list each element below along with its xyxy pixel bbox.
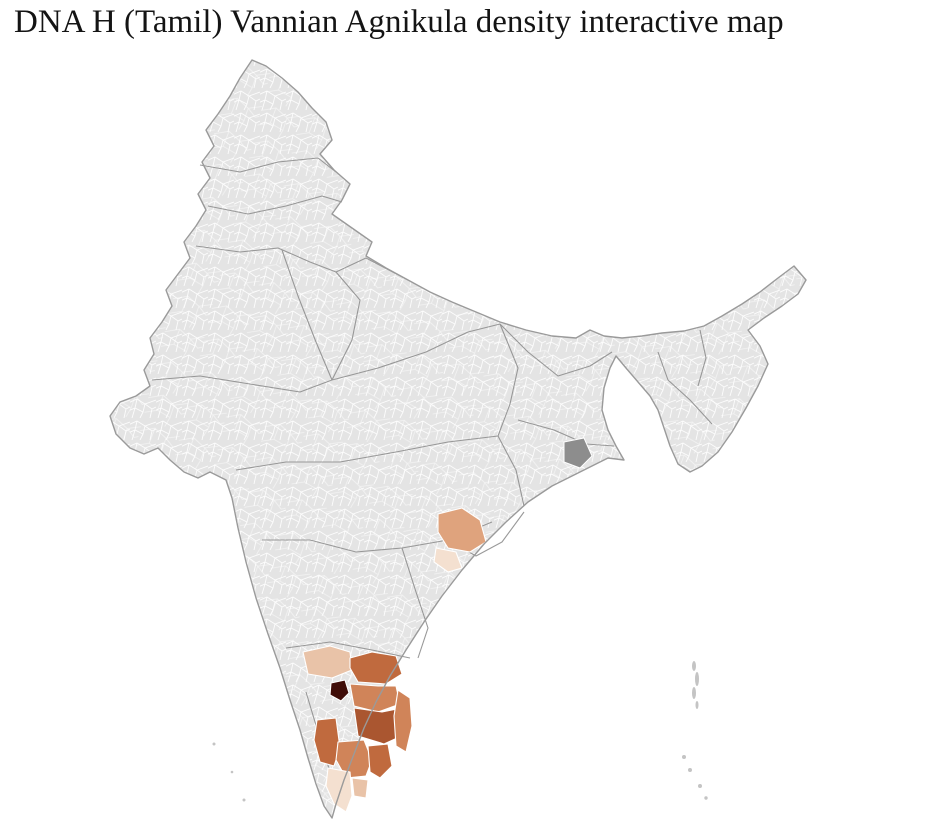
district-highlight-tn-11[interactable]: [351, 777, 369, 799]
district-highlight-tn-9[interactable]: [367, 743, 393, 779]
district-highlight-tn-3-darkest[interactable]: [329, 679, 350, 702]
district-highlight-tn-1[interactable]: [302, 645, 353, 679]
district-highlight-od-2[interactable]: [433, 547, 463, 573]
lakshadweep-islands: [212, 742, 246, 802]
district-highlight-tn-2[interactable]: [349, 651, 403, 685]
district-highlight-tn-10[interactable]: [325, 767, 353, 813]
district-highlight-tn-7[interactable]: [313, 717, 341, 767]
andaman-islands: [692, 661, 699, 709]
district-highlight-east[interactable]: [563, 437, 593, 469]
nicobar-islands: [682, 755, 708, 800]
odisha-density-cluster: [433, 507, 487, 573]
district-texture-layer-2: [110, 60, 806, 818]
district-highlight-od-1[interactable]: [437, 507, 487, 553]
district-highlight-tn-8[interactable]: [335, 739, 373, 779]
district-highlight-tn-6[interactable]: [393, 689, 413, 753]
tamil-nadu-density-cluster: [302, 645, 413, 813]
page-title: DNA H (Tamil) Vannian Agnikula density i…: [14, 4, 784, 40]
